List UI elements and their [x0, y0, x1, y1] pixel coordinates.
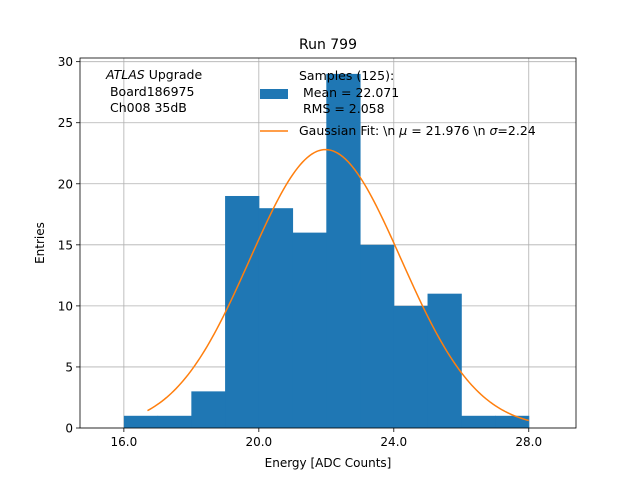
histogram-bar — [393, 305, 429, 428]
y-tick-label: 5 — [65, 360, 73, 374]
legend-fit-part-2: = 21.976 \n — [407, 123, 489, 138]
histogram-bar — [427, 293, 462, 428]
legend-fit-mu: μ — [398, 123, 407, 138]
chart-title: Run 799 — [299, 37, 357, 53]
legend-fit-sigma: σ — [489, 123, 498, 138]
y-tick-label: 20 — [58, 177, 73, 191]
y-tick-label: 10 — [58, 299, 73, 313]
histogram-bar — [292, 232, 327, 428]
y-tick-label: 30 — [58, 55, 73, 69]
y-axis-ticks: 0 5 10 15 20 25 30 — [58, 55, 80, 436]
x-tick-label: 24.0 — [380, 435, 407, 449]
histogram-bar — [191, 391, 226, 428]
annotation-line-3: Ch008 35dB — [106, 100, 187, 115]
legend-hist-swatch — [260, 89, 288, 99]
annotation-line-1: ATLAS Upgrade — [105, 67, 202, 82]
histogram-bar — [157, 415, 192, 428]
annotation-upgrade: Upgrade — [145, 67, 203, 82]
histogram-bar — [360, 244, 395, 428]
histogram-bar — [123, 415, 159, 428]
y-tick-label: 15 — [58, 238, 73, 252]
legend-fit-part-1: Gaussian Fit: \n — [299, 123, 399, 138]
legend-hist-line-2: Mean = 22.071 — [299, 85, 399, 100]
gaussian-fit-curve — [147, 148, 529, 422]
histogram-bar — [495, 415, 530, 428]
histogram-bar — [461, 415, 496, 428]
x-tick-label: 20.0 — [245, 435, 272, 449]
x-tick-label: 28.0 — [515, 435, 542, 449]
x-tick-label: 16.0 — [111, 435, 138, 449]
y-axis-label: Entries — [33, 222, 47, 264]
plot-frame — [79, 57, 577, 429]
legend-hist-line-1: Samples (125): — [299, 68, 394, 83]
x-axis-ticks: 16.0 20.0 24.0 28.0 — [111, 428, 542, 449]
annotation-atlas: ATLAS — [105, 67, 145, 82]
legend: Samples (125): Mean = 22.071 RMS = 2.058… — [260, 68, 536, 138]
histogram-bar — [326, 73, 361, 429]
histogram-bars — [123, 73, 530, 429]
legend-fit-label: Gaussian Fit: \n μ = 21.976 \n σ=2.24 — [299, 123, 536, 138]
y-tick-label: 25 — [58, 116, 73, 130]
annotation-line-2: Board186975 — [106, 84, 194, 99]
legend-fit-part-3: =2.24 — [497, 123, 535, 138]
histogram-bar — [258, 208, 294, 428]
y-tick-label: 0 — [65, 422, 73, 436]
histogram-bar — [225, 195, 260, 428]
legend-hist-line-3: RMS = 2.058 — [299, 101, 385, 116]
atlas-annotation: ATLAS Upgrade Board186975 Ch008 35dB — [105, 67, 202, 115]
x-axis-label: Energy [ADC Counts] — [265, 456, 392, 470]
